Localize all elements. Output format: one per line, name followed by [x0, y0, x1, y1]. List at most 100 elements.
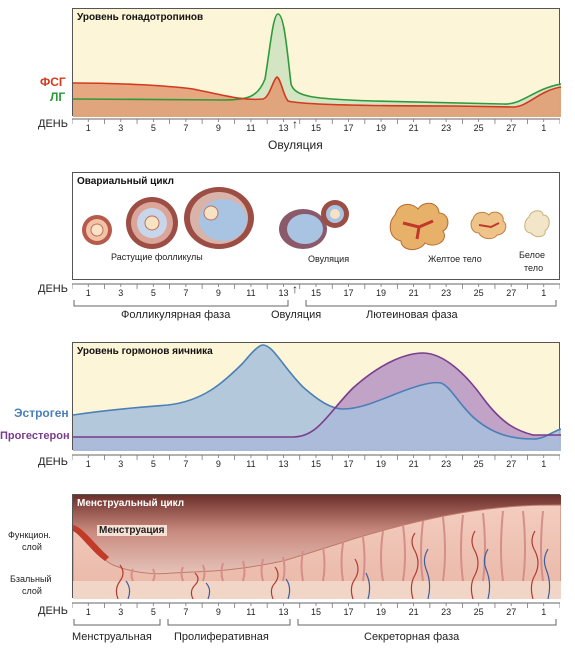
follicular-phase-label: Фолликулярная фаза — [121, 309, 231, 321]
day-tick-label: 9 — [216, 459, 221, 469]
day-tick-label: 25 — [474, 288, 484, 298]
day-label-2: ДЕНЬ — [38, 283, 68, 295]
gonadotropin-panel: Уровень гонадотропинов — [72, 8, 561, 117]
estrogen-line — [73, 344, 561, 440]
day-tick-label: 19 — [376, 607, 386, 617]
proliferative-phase-label: Пролиферативная — [174, 631, 269, 643]
day-tick-label: 15 — [311, 607, 321, 617]
hormones-title: Уровень гормонов яичника — [77, 346, 213, 357]
day-tick-label: 9 — [216, 607, 221, 617]
yellow-body-label: Желтое тело — [428, 254, 482, 264]
day-tick-label: 23 — [441, 123, 451, 133]
day-tick-label: 23 — [441, 459, 451, 469]
veins — [125, 548, 551, 599]
day-tick-label: 19 — [376, 288, 386, 298]
menstrual-phase-brackets — [73, 619, 557, 626]
day-tick-label: 7 — [183, 607, 188, 617]
functional-layer-label-2: слой — [22, 542, 42, 552]
white-body-label-2: тело — [524, 263, 544, 273]
day-tick-label: 1 — [541, 288, 546, 298]
estrogen-area — [73, 345, 561, 451]
day-ruler-4: 1 3 5 7 9 11 13 15 17 19 21 23 25 27 1 — [72, 602, 560, 618]
secretory-phase-label: Секреторная фаза — [364, 631, 460, 643]
day-tick-label: 21 — [409, 288, 419, 298]
day-tick-label: 5 — [151, 288, 156, 298]
day-tick-label: 7 — [183, 123, 188, 133]
day-tick-label: 13 — [278, 607, 288, 617]
day-tick-label: 25 — [474, 123, 484, 133]
gonadotropin-title: Уровень гонадотропинов — [77, 12, 204, 23]
glands — [130, 510, 544, 582]
day-tick-label: 13 — [278, 459, 288, 469]
day-tick-label: 5 — [151, 459, 156, 469]
ovarian-panel: Овариальный цикл — [72, 172, 560, 280]
day-tick-label: 7 — [183, 288, 188, 298]
day-tick-label: 23 — [441, 288, 451, 298]
day-tick-label: 7 — [183, 459, 188, 469]
ovarian-illustration — [82, 187, 550, 250]
fsg-area — [73, 77, 561, 117]
corpus-luteum-small — [470, 211, 507, 240]
day-tick-label: 21 — [409, 607, 419, 617]
menstruation-label: Менструация — [97, 525, 167, 536]
white-body-label-1: Белое — [519, 250, 545, 260]
day-tick-label: 25 — [474, 607, 484, 617]
day-tick-label: 15 — [311, 123, 321, 133]
day-tick-label: 17 — [344, 123, 354, 133]
day-tick-label: 5 — [151, 123, 156, 133]
endometrium-illustration — [73, 495, 561, 599]
functional-layer-label-1: Функцион. — [8, 530, 51, 540]
day-tick-label: 5 — [151, 607, 156, 617]
day-ruler-2: 1 3 5 7 9 11 13 15 17 19 21 23 25 27 1 — [72, 283, 560, 299]
day-tick-label: 17 — [344, 459, 354, 469]
day-tick-label: 27 — [506, 288, 516, 298]
corpus-albicans — [524, 210, 550, 238]
day-ruler-3: 1 3 5 7 9 11 13 15 17 19 21 23 25 27 1 — [72, 454, 560, 470]
day-tick-label: 1 — [86, 607, 91, 617]
menstrual-title: Менструальный цикл — [77, 498, 185, 509]
ovulation-label-ovary: Овуляция — [308, 254, 350, 264]
day-tick-label: 9 — [216, 123, 221, 133]
day-tick-label: 1 — [541, 607, 546, 617]
day-tick-label: 27 — [506, 607, 516, 617]
day-tick-label: 3 — [118, 607, 123, 617]
menstruation-blood — [73, 525, 109, 561]
day-tick-label: 13 — [278, 123, 288, 133]
ovulation-arrow-icon: ↑ — [292, 117, 298, 131]
day-tick-label: 21 — [409, 459, 419, 469]
follicle-ovulating — [279, 200, 349, 249]
lg-line — [73, 13, 561, 105]
ovulation-arrow-icon-2: ↑ — [292, 282, 298, 296]
day-label-3: ДЕНЬ — [38, 456, 68, 468]
spiral-arteries — [115, 530, 539, 599]
day-tick-label: 9 — [216, 288, 221, 298]
day-tick-label: 27 — [506, 123, 516, 133]
progesterone-line — [73, 352, 561, 438]
basal-layer-label-1: Бзальный — [10, 574, 52, 584]
day-tick-label: 11 — [246, 607, 255, 617]
follicle-large — [184, 187, 254, 249]
lg-label: ЛГ — [50, 90, 66, 104]
day-tick-label: 1 — [86, 459, 91, 469]
ovarian-title: Овариальный цикл — [77, 176, 174, 187]
ovulation-phase-label: Овуляция — [271, 309, 322, 321]
day-tick-label: 27 — [506, 459, 516, 469]
follicle-medium — [126, 197, 178, 249]
day-tick-label: 15 — [311, 459, 321, 469]
day-tick-label: 15 — [311, 288, 321, 298]
menstrual-panel: Менструальный цикл Менструация — [72, 494, 561, 599]
day-tick-label: 1 — [541, 459, 546, 469]
day-tick-label: 23 — [441, 607, 451, 617]
estrogen-label: Эстроген — [14, 406, 69, 420]
growing-follicles-label: Растущие фолликулы — [111, 252, 203, 262]
day-tick-label: 1 — [541, 123, 546, 133]
ovulation-label-1: Овуляция — [268, 138, 323, 152]
menstrual-phase-label: Менструальная — [72, 631, 152, 643]
fsg-label: ФСГ — [40, 75, 66, 89]
day-tick-label: 17 — [344, 288, 354, 298]
day-tick-label: 3 — [118, 123, 123, 133]
day-tick-label: 13 — [278, 288, 288, 298]
luteal-phase-label: Лютеиновая фаза — [366, 309, 458, 321]
gonadotropin-chart — [73, 13, 561, 117]
day-tick-label: 17 — [344, 607, 354, 617]
